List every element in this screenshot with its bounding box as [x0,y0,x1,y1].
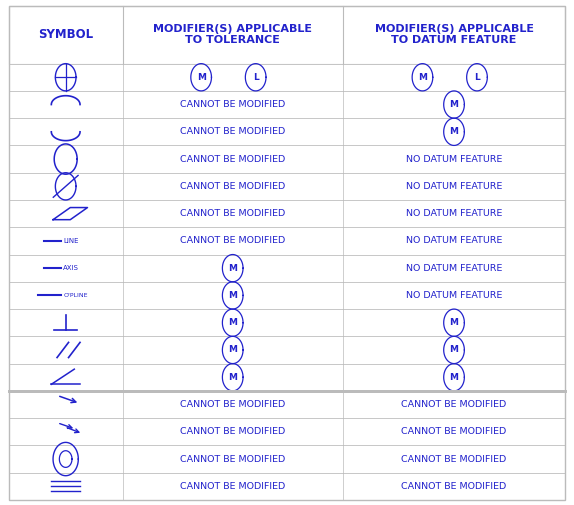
Text: CANNOT BE MODIFIED: CANNOT BE MODIFIED [180,454,285,464]
Text: M: M [418,73,427,82]
Text: CANNOT BE MODIFIED: CANNOT BE MODIFIED [180,155,285,164]
Bar [9,91,565,118]
Text: SYMBOL: SYMBOL [38,28,93,41]
Text: AXIS: AXIS [63,265,79,271]
Bar [9,391,565,418]
Bar [9,282,565,309]
Text: M: M [228,345,237,355]
Bar [9,64,565,91]
Text: CANNOT BE MODIFIED: CANNOT BE MODIFIED [401,482,507,491]
Bar [9,200,565,227]
Text: CANNOT BE MODIFIED: CANNOT BE MODIFIED [180,400,285,409]
Bar [9,445,565,473]
Bar [9,473,565,500]
Text: MODIFIER(S) APPLICABLE
TO TOLERANCE: MODIFIER(S) APPLICABLE TO TOLERANCE [153,24,312,45]
Text: M: M [449,127,459,136]
Text: M: M [449,100,459,109]
Text: CANNOT BE MODIFIED: CANNOT BE MODIFIED [401,427,507,436]
Text: CANNOT BE MODIFIED: CANNOT BE MODIFIED [180,236,285,245]
Text: CANNOT BE MODIFIED: CANNOT BE MODIFIED [401,400,507,409]
Text: CANNOT BE MODIFIED: CANNOT BE MODIFIED [180,100,285,109]
Text: NO DATUM FEATURE: NO DATUM FEATURE [406,264,502,273]
Text: M: M [228,264,237,273]
Bar [9,173,565,200]
Text: NO DATUM FEATURE: NO DATUM FEATURE [406,209,502,218]
Text: CANNOT BE MODIFIED: CANNOT BE MODIFIED [180,127,285,136]
Text: NO DATUM FEATURE: NO DATUM FEATURE [406,182,502,191]
Text: LINE: LINE [63,238,79,244]
Text: CANNOT BE MODIFIED: CANNOT BE MODIFIED [180,182,285,191]
Text: CANNOT BE MODIFIED: CANNOT BE MODIFIED [401,454,507,464]
Text: M: M [449,345,459,355]
Text: L: L [474,73,480,82]
Bar [9,145,565,173]
Bar [9,227,565,255]
Text: NO DATUM FEATURE: NO DATUM FEATURE [406,236,502,245]
Text: M: M [449,373,459,382]
Text: O'PLINE: O'PLINE [63,293,88,298]
Text: M: M [228,291,237,300]
Bar [9,336,565,364]
Text: CANNOT BE MODIFIED: CANNOT BE MODIFIED [180,482,285,491]
Text: NO DATUM FEATURE: NO DATUM FEATURE [406,155,502,164]
Bar [9,364,565,391]
Bar [9,6,565,64]
Text: CANNOT BE MODIFIED: CANNOT BE MODIFIED [180,209,285,218]
Text: M: M [197,73,205,82]
Bar [9,255,565,282]
Text: MODIFIER(S) APPLICABLE
TO DATUM FEATURE: MODIFIER(S) APPLICABLE TO DATUM FEATURE [374,24,534,45]
Bar [9,418,565,445]
Text: M: M [228,373,237,382]
Text: NO DATUM FEATURE: NO DATUM FEATURE [406,291,502,300]
Bar [9,118,565,145]
Text: CANNOT BE MODIFIED: CANNOT BE MODIFIED [180,427,285,436]
Text: L: L [253,73,258,82]
Bar [9,309,565,336]
Text: M: M [449,318,459,327]
Text: M: M [228,318,237,327]
